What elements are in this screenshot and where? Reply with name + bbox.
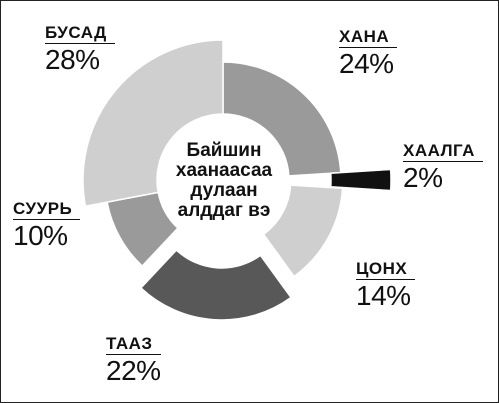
slice-label-taaz: ТААЗ 22% [106, 334, 161, 386]
slice-percent: 22% [106, 355, 161, 386]
chart-title-line: дулаан [190, 180, 258, 201]
slice-name: ЦОНХ [356, 259, 416, 280]
chart-title-line: Байшин [186, 140, 262, 161]
slice-name: ТААЗ [106, 334, 161, 355]
chart-title: Байшин хаанаасаа дулаан алддаг вэ [159, 141, 289, 221]
pie-slice-2 [262, 184, 344, 278]
slice-name: ХАНА [339, 27, 398, 48]
pie-slice-3 [139, 249, 293, 321]
slice-percent: 2% [403, 162, 443, 193]
chart-title-line: алддаг вэ [177, 200, 271, 221]
slice-percent: 10% [13, 220, 68, 251]
slice-label-busad: БУСАД 28% [45, 23, 115, 75]
slice-percent: 14% [356, 280, 411, 311]
slice-label-tsonkh: ЦОНХ 14% [356, 259, 416, 311]
chart-title-line: хаанаасаа [175, 160, 273, 181]
slice-percent: 28% [45, 44, 100, 75]
slice-name: СУУРЬ [13, 199, 81, 220]
slice-name: БУСАД [45, 23, 115, 44]
slice-label-suuri: СУУРЬ 10% [13, 199, 81, 251]
slice-name: ХААЛГА [403, 141, 483, 162]
donut-hole [157, 114, 289, 246]
pie-slice-1 [329, 168, 392, 192]
slice-percent: 24% [339, 48, 394, 79]
slice-label-khaalga: ХААЛГА 2% [403, 141, 483, 193]
slice-label-khana: ХАНА 24% [339, 27, 398, 79]
